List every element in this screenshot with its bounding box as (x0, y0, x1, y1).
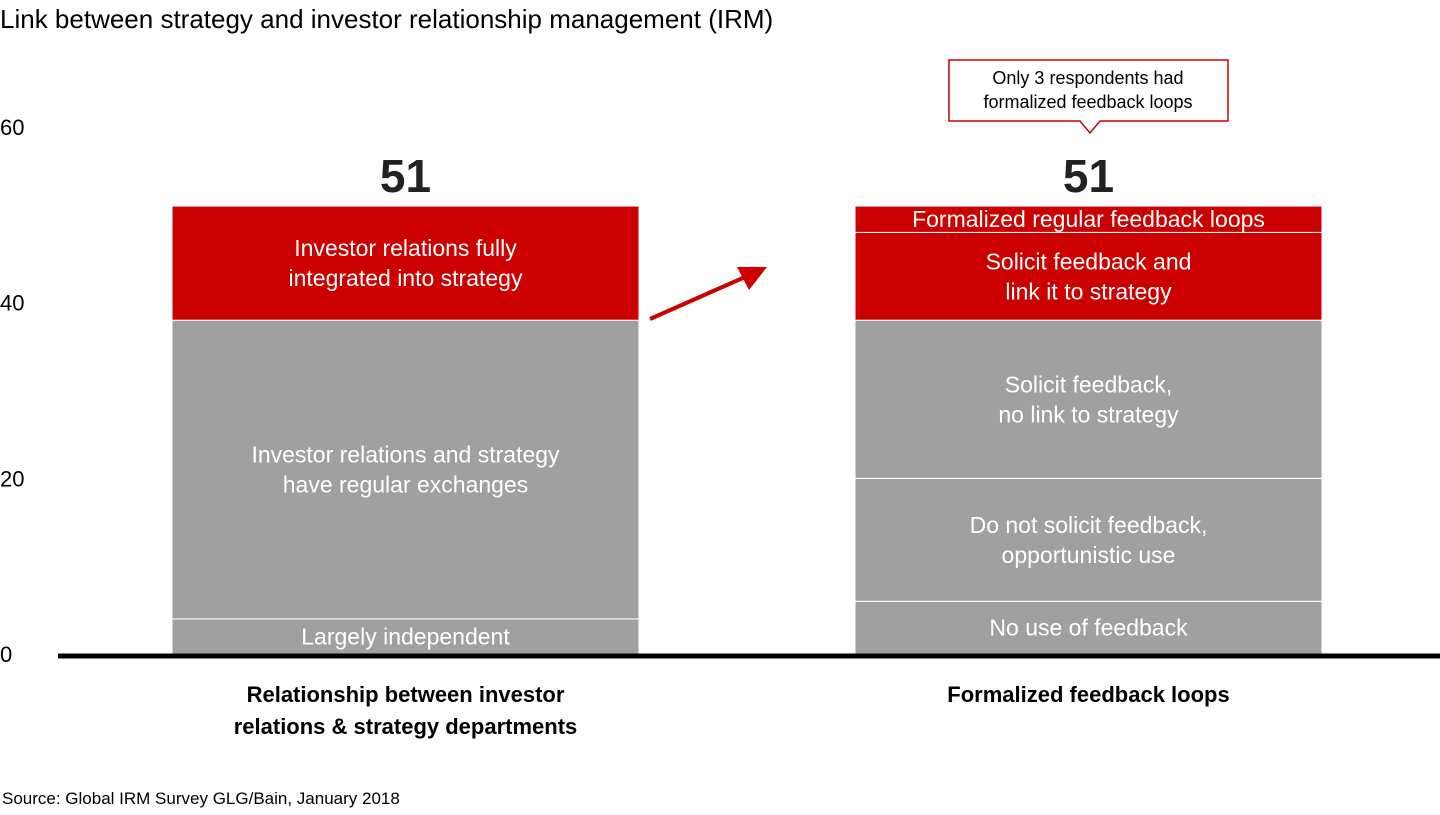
callout-line: formalized feedback loops (983, 92, 1192, 112)
callout: Only 3 respondents had formalized feedbac… (948, 59, 1229, 135)
category-label: relations & strategy departments (234, 714, 578, 739)
segment-label: Investor relations fully (294, 235, 517, 261)
bar-stack: No use of feedback Do not solicit feedbac… (854, 150, 1323, 655)
segment-label: Solicit feedback and (986, 248, 1192, 274)
segment-label: Formalized regular feedback loops (912, 206, 1265, 232)
segment-label: integrated into strategy (289, 265, 523, 291)
y-tick-label: 60 (0, 115, 24, 140)
category-label: Relationship between investor (247, 682, 565, 707)
segment-label: link it to strategy (1005, 278, 1172, 304)
bar-segment (171, 319, 640, 620)
segment-label: No use of feedback (989, 615, 1188, 641)
segment-label: Investor relations and strategy (251, 442, 560, 468)
segment-label: no link to strategy (998, 401, 1179, 427)
bar-segment (854, 477, 1323, 602)
bar-segment (171, 618, 640, 655)
segment-label: opportunistic use (1002, 542, 1176, 568)
bar-segment (854, 205, 1323, 233)
segment-label: have regular exchanges (283, 472, 529, 498)
segment-label: Solicit feedback, (1005, 371, 1172, 397)
bar-segment (854, 319, 1323, 479)
y-tick-label: 40 (0, 291, 24, 316)
bar-segment (171, 205, 640, 321)
bar-segment (854, 231, 1323, 321)
bar-total-label: 51 (1063, 150, 1114, 202)
category-label: Formalized feedback loops (947, 682, 1229, 707)
segment-label: Do not solicit feedback, (970, 512, 1208, 538)
bar-stack: Largely independent Investor relations an… (171, 150, 640, 655)
callout-line: Only 3 respondents had (992, 68, 1183, 88)
chart-title: Link between strategy and investor relat… (0, 4, 773, 34)
segment-label: Largely independent (301, 623, 510, 649)
trend-arrow (649, 267, 767, 321)
y-tick-label: 0 (0, 642, 12, 667)
y-tick-label: 20 (0, 466, 24, 491)
bar-segment (854, 600, 1323, 655)
source-note: Source: Global IRM Survey GLG/Bain, Janu… (2, 789, 400, 808)
bar-total-label: 51 (380, 150, 431, 202)
